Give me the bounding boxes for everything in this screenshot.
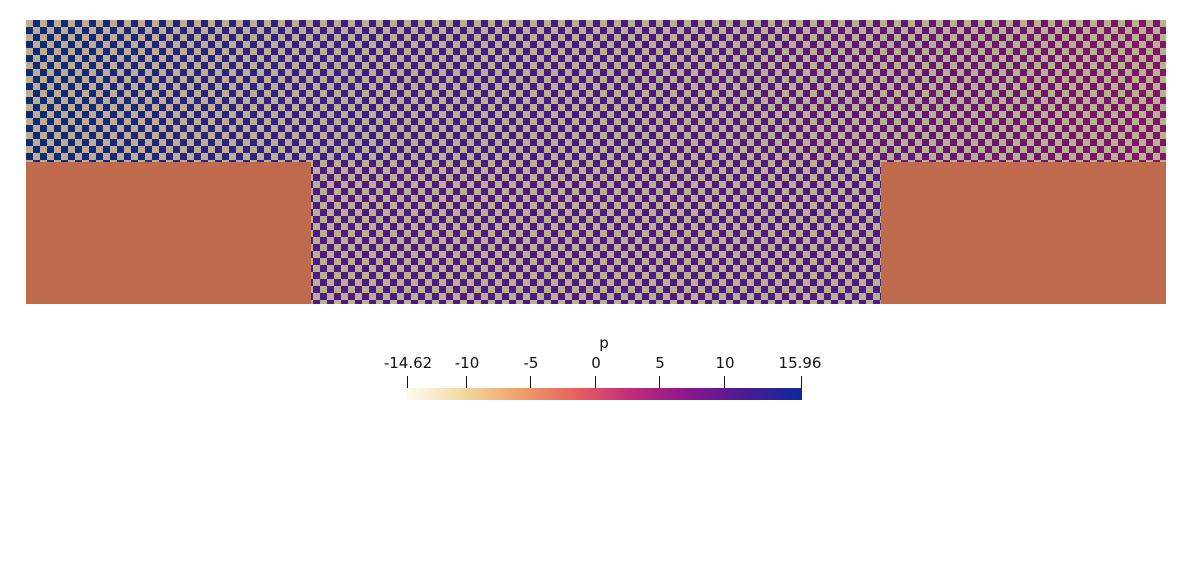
tick-mark [801,376,802,388]
tick-label: 0 [591,354,601,372]
tick-label: 10 [715,354,735,372]
solid-block-left [26,162,311,304]
tick-mark [595,376,596,388]
tick-label-min: -14.62 [383,354,433,372]
tick-mark [724,376,725,388]
tick-label-max: 15.96 [778,354,822,372]
pressure-field-plot[interactable] [0,0,1192,320]
tick-mark [466,376,467,388]
tick-mark [659,376,660,388]
tick-label: 5 [655,354,665,372]
scalar-bar-title: p [599,334,609,352]
tick-label: -5 [523,354,539,372]
tick-mark [530,376,531,388]
tick-label: -10 [454,354,480,372]
solid-block-right [881,162,1166,304]
tick-mark [407,376,408,388]
colormap-bar [407,388,802,400]
